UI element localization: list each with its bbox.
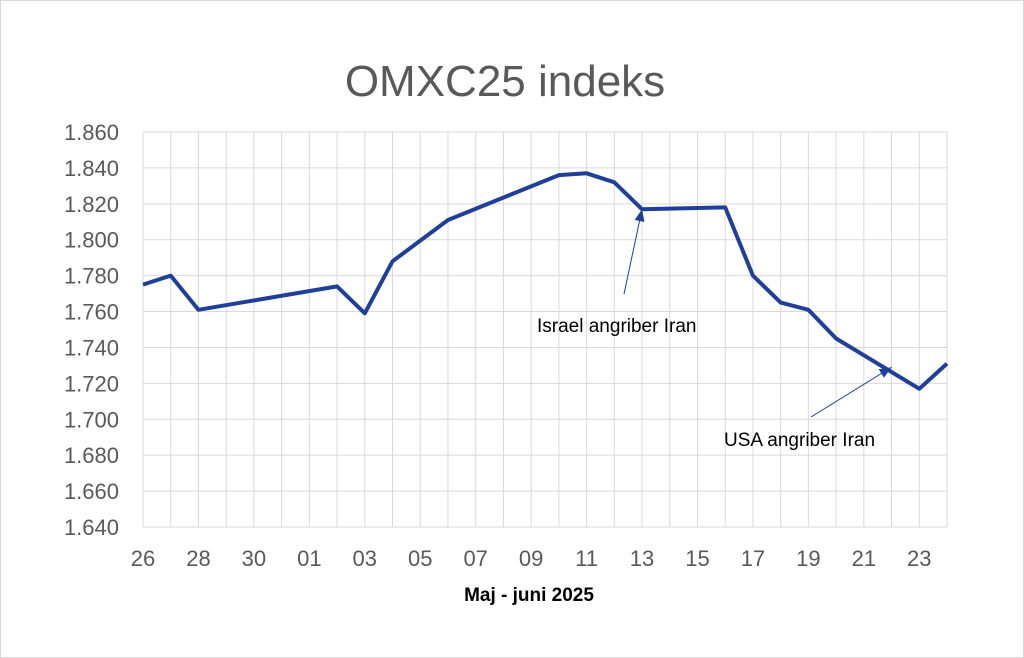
y-tick-label: 1.760 — [64, 300, 119, 325]
x-tick-label: 28 — [186, 546, 210, 571]
y-tick-label: 1.740 — [64, 335, 119, 360]
x-tick-label: 01 — [297, 546, 321, 571]
y-tick-label: 1.860 — [64, 120, 119, 145]
x-tick-label: 30 — [242, 546, 266, 571]
y-tick-label: 1.720 — [64, 371, 119, 396]
y-tick-label: 1.660 — [64, 479, 119, 504]
annotations: Israel angriber Iran USA angriber Iran — [537, 209, 892, 451]
y-tick-label: 1.820 — [64, 192, 119, 217]
x-tick-label: 19 — [796, 546, 820, 571]
x-tick-label: 05 — [408, 546, 432, 571]
y-tick-label: 1.680 — [64, 443, 119, 468]
x-tick-label: 23 — [907, 546, 931, 571]
annotation-arrow-line — [623, 209, 643, 295]
x-tick-label: 09 — [519, 546, 543, 571]
annotation-label: Israel angriber Iran — [537, 316, 696, 337]
y-tick-label: 1.700 — [64, 407, 119, 432]
x-tick-label: 07 — [463, 546, 487, 571]
series-line — [142, 171, 949, 391]
annotation-arrowhead — [878, 367, 892, 378]
x-axis-ticks: 26 28 30 01 03 05 07 09 11 13 15 17 19 21 23 — [131, 546, 932, 571]
y-tick-label: 1.840 — [64, 156, 119, 181]
x-tick-label: 15 — [685, 546, 709, 571]
annotation-label: USA angriber Iran — [724, 430, 875, 451]
gridlines — [142, 131, 948, 528]
y-tick-label: 1.640 — [64, 515, 119, 540]
x-tick-label: 11 — [575, 546, 598, 571]
x-tick-label: 26 — [131, 546, 155, 571]
y-axis-ticks: 1.640 1.660 1.680 1.700 1.720 1.740 1.760 1.780… — [64, 120, 119, 540]
annotation-arrowhead — [634, 209, 645, 222]
annotation-arrow-line — [810, 366, 892, 418]
x-tick-label: 13 — [630, 546, 654, 571]
x-tick-label: 17 — [741, 546, 765, 571]
x-tick-label: 03 — [353, 546, 377, 571]
x-tick-label: 21 — [852, 546, 876, 571]
x-axis-label: Maj - juni 2025 — [464, 585, 594, 606]
y-tick-label: 1.780 — [64, 264, 119, 289]
y-tick-label: 1.800 — [64, 228, 119, 253]
series-layer — [142, 171, 949, 391]
chart-title: OMXC25 indeks — [345, 57, 665, 106]
